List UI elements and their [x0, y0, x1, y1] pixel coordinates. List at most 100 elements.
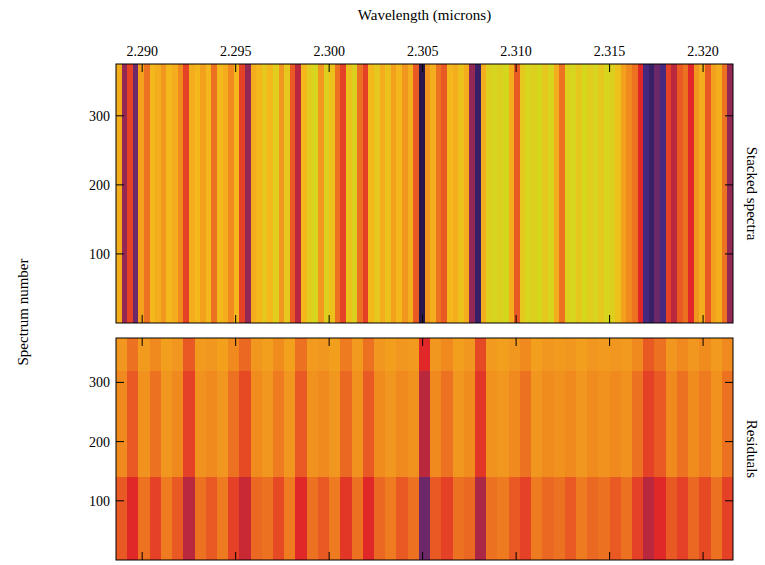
x-tick [703, 552, 704, 560]
heatmap-cell [183, 371, 195, 478]
heatmap-cell [262, 338, 274, 371]
heatmap-cell [374, 371, 386, 478]
heatmap-cell [694, 64, 700, 323]
heatmap-cell [497, 371, 509, 478]
x-tick [235, 338, 236, 346]
heatmap-cell [380, 64, 386, 323]
heatmap-cell [497, 477, 509, 560]
heatmap-cell [116, 338, 128, 371]
heatmap-cell [654, 338, 666, 371]
y-tick-label: 100 [89, 247, 110, 262]
heatmap-cell [307, 64, 313, 323]
heatmap-cell [262, 477, 274, 560]
heatmap-cell [464, 477, 476, 560]
heatmap-cell [727, 64, 733, 323]
heatmap-cell [183, 477, 195, 560]
heatmap-cell [284, 371, 296, 478]
heatmap-cell [195, 64, 201, 323]
heatmap-cell [453, 371, 465, 478]
heatmap-cell [318, 338, 330, 371]
heatmap-cell [626, 64, 632, 323]
heatmap-cell [239, 64, 245, 323]
x-axis-title: Wavelength (microns) [358, 7, 491, 24]
heatmap-cell [688, 64, 694, 323]
heatmap-cell [396, 64, 402, 323]
heatmap-cell [722, 477, 733, 560]
heatmap-cell [711, 371, 723, 478]
heatmap-cell [632, 64, 638, 323]
heatmap-cell [206, 338, 218, 371]
x-tick [703, 315, 704, 323]
heatmap-cell [475, 338, 487, 371]
heatmap-cell [688, 338, 700, 371]
heatmap-cell [150, 64, 156, 323]
heatmap-cell [273, 477, 285, 560]
x-tick-label: 2.315 [594, 44, 626, 59]
heatmap-cell [453, 338, 465, 371]
heatmap-cell [267, 64, 273, 323]
x-tick-label: 2.290 [126, 44, 158, 59]
heatmap-cell [699, 477, 711, 560]
heatmap-cell [273, 338, 285, 371]
x-tick-label: 2.310 [500, 44, 532, 59]
heatmap-cell [666, 477, 678, 560]
heatmap-cell [172, 477, 184, 560]
heatmap-cell [374, 477, 386, 560]
heatmap-cell [537, 64, 543, 323]
heatmap-cell [565, 64, 571, 323]
heatmap-cell [531, 371, 543, 478]
heatmap-cell [598, 477, 610, 560]
chart-root: 2.2902.2952.3002.3052.3102.3152.32010020… [0, 0, 765, 565]
heatmap-cell [570, 64, 576, 323]
heatmap-cell [520, 64, 526, 323]
heatmap-cell [497, 64, 503, 323]
x-tick [142, 315, 143, 323]
heatmap-cell [357, 64, 363, 323]
heatmap-cell [127, 338, 139, 371]
heatmap-cell [464, 64, 470, 323]
heatmap-cell [200, 64, 206, 323]
heatmap-cell [666, 338, 678, 371]
heatmap-cell [469, 64, 475, 323]
heatmap-cell [363, 64, 369, 323]
panel-title: Stacked spectra [744, 147, 760, 241]
heatmap-cell [520, 371, 532, 478]
heatmap-cell [172, 371, 184, 478]
heatmap-cell [374, 338, 386, 371]
heatmap-cell [525, 64, 531, 323]
x-tick [516, 64, 517, 72]
heatmap-cell [509, 371, 521, 478]
heatmap-cell [699, 338, 711, 371]
heatmap-cell [632, 477, 644, 560]
heatmap-cell [284, 477, 296, 560]
heatmap-cells [116, 64, 733, 323]
heatmap-cell [475, 64, 481, 323]
x-tick [422, 338, 423, 346]
heatmap-cell [256, 64, 262, 323]
heatmap-cell [593, 64, 599, 323]
y-tick-label: 200 [89, 178, 110, 193]
x-tick [516, 338, 517, 346]
heatmap-cell [654, 477, 666, 560]
heatmap-cell [161, 477, 173, 560]
y-tick-label: 300 [89, 109, 110, 124]
heatmap-cell [329, 338, 341, 371]
heatmap-cell [138, 371, 150, 478]
heatmap-cell [458, 64, 464, 323]
y-tick [725, 115, 733, 116]
heatmap-cell [284, 338, 296, 371]
heatmap-cell [419, 371, 431, 478]
heatmap-cell [621, 371, 633, 478]
heatmap-cell [116, 477, 128, 560]
heatmap-cell [604, 64, 610, 323]
heatmap-cell [318, 371, 330, 478]
heatmap-cell [554, 338, 566, 371]
heatmap-cell [598, 64, 604, 323]
x-tick-label: 2.320 [687, 44, 719, 59]
heatmap-cell [307, 338, 319, 371]
x-tick [235, 552, 236, 560]
heatmap-cell [475, 371, 487, 478]
heatmap-cell [138, 338, 150, 371]
heatmap-cell [295, 338, 307, 371]
heatmap-cell [251, 64, 257, 323]
